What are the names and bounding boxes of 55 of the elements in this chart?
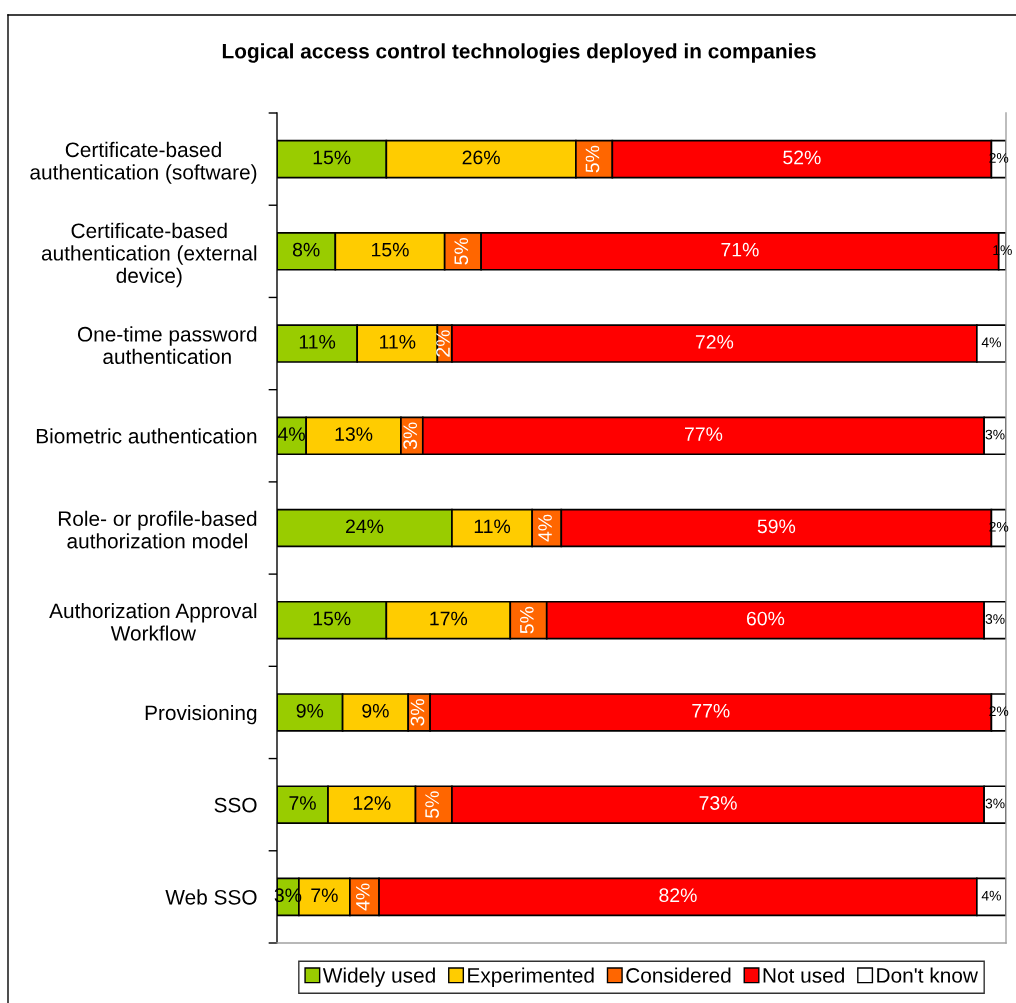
- data-label: 4%: [981, 890, 1001, 901]
- y-tick-label: Web SSO: [165, 889, 257, 905]
- data-label: 15%: [313, 611, 351, 626]
- data-label: 72%: [695, 335, 734, 349]
- legend-label: Considered: [626, 967, 731, 983]
- data-label: 3%: [410, 699, 425, 726]
- data-label: 7%: [289, 796, 316, 810]
- data-label: 5%: [425, 791, 439, 818]
- y-tick-label: Certificate-based authentication (software): [30, 141, 257, 184]
- y-tick-label: Authorization Approval Workflow: [49, 602, 257, 641]
- data-label: 2%: [436, 330, 450, 357]
- data-label: 3%: [985, 798, 1005, 809]
- data-label: 82%: [659, 888, 697, 903]
- legend-label: Experimented: [468, 967, 594, 987]
- y-tick-label: SSO: [214, 797, 257, 813]
- data-label: 5%: [585, 145, 600, 173]
- data-label: 15%: [313, 150, 351, 165]
- data-label: 5%: [454, 237, 469, 265]
- data-label: 7%: [311, 888, 338, 903]
- data-label: 4%: [356, 883, 370, 911]
- data-label: 3%: [403, 422, 418, 450]
- data-label: 77%: [692, 703, 730, 718]
- data-label: 24%: [346, 519, 384, 534]
- y-tick-label: Biometric authentication: [36, 428, 257, 444]
- chart-title: Logical access control technologies deployed in companies: [222, 43, 816, 63]
- data-label: 13%: [335, 427, 373, 441]
- data-label: 26%: [462, 150, 500, 165]
- data-label: 77%: [685, 427, 723, 441]
- legend-label: Don't know: [877, 967, 978, 983]
- data-label: 4%: [538, 514, 552, 542]
- data-label: 52%: [783, 150, 821, 165]
- data-label: 11%: [474, 519, 511, 534]
- data-label: 15%: [372, 242, 409, 257]
- data-label: 59%: [757, 519, 796, 534]
- y-tick-label: Provisioning: [145, 704, 257, 725]
- data-label: 11%: [299, 335, 336, 349]
- data-label: 8%: [292, 242, 320, 257]
- data-label: 71%: [721, 242, 759, 257]
- data-label: 12%: [353, 796, 391, 810]
- data-label: 9%: [296, 703, 324, 718]
- data-label: 73%: [699, 796, 737, 810]
- data-label: 9%: [362, 703, 389, 718]
- data-label: 4%: [981, 337, 1001, 348]
- data-label: 60%: [746, 611, 785, 626]
- data-label: 3%: [985, 429, 1005, 440]
- legend-label: Not used: [763, 967, 844, 983]
- data-label: 5%: [520, 606, 534, 634]
- legend-label: Widely used: [322, 967, 435, 987]
- data-label: 4%: [277, 427, 305, 441]
- data-label: 11%: [380, 335, 416, 349]
- data-label: 3%: [985, 614, 1005, 624]
- data-label: 17%: [430, 611, 468, 626]
- y-tick-label: Role- or profile-based authorization model: [58, 510, 257, 549]
- y-tick-label: Certificate-based authentication (external device): [41, 222, 257, 288]
- y-tick-label: One-time password authentication: [77, 326, 257, 365]
